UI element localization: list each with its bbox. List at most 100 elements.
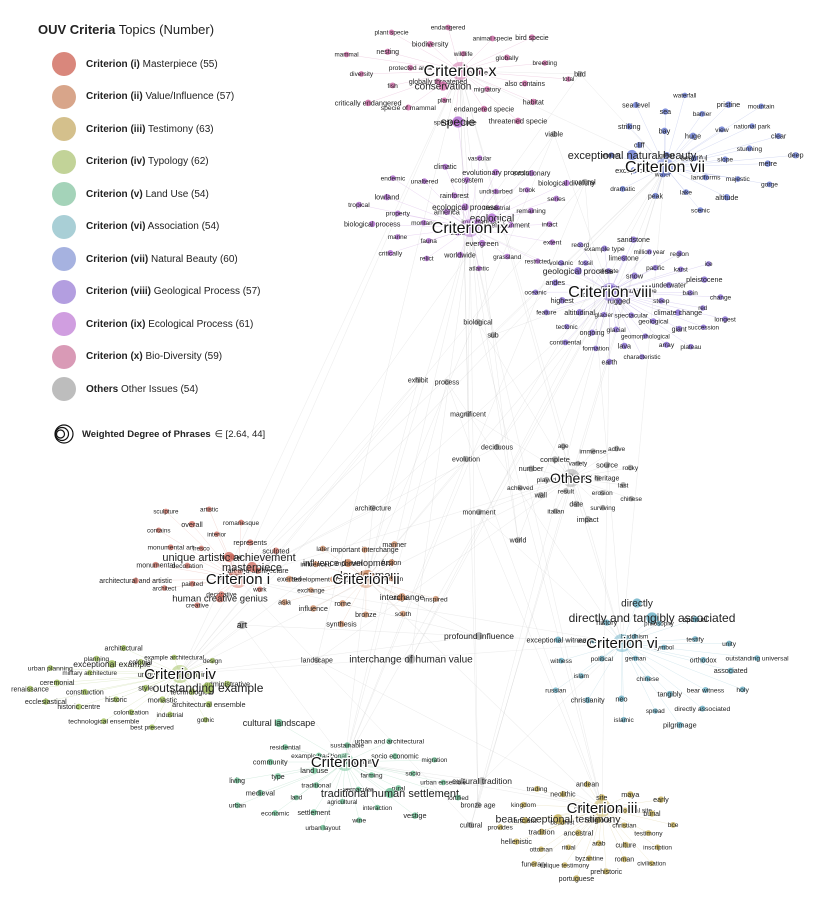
phrase-dot [630,167,638,174]
edge [344,761,444,783]
phrase-dot [661,644,667,651]
phrase-node: cultural landscape [243,718,316,728]
phrase-label: altitudinal [564,308,595,317]
bridge-edge [410,291,611,660]
phrase-dot [553,195,560,202]
phrase-dot [189,580,196,587]
hub-dot [357,570,375,588]
phrase-label: geological [638,319,669,326]
phrase-node: world heritage [575,475,619,483]
bridge-edge [459,70,479,323]
hub-edge [237,70,461,580]
phrase-label: vascular [468,155,491,162]
phrase-node: outstanding universal [725,655,789,663]
phrase-node: german [625,656,647,663]
bridge-edge [584,181,623,644]
phrase-node: spiritual [683,616,708,624]
phrase-dot [527,465,535,472]
phrase-dot [542,60,548,66]
phrase-dot [356,817,363,824]
phrase-dot [475,508,483,516]
phrase-label: architecture [355,505,392,512]
phrase-dot [364,99,372,107]
phrase-node: pristine [717,100,741,109]
bridge-edge [477,321,603,809]
phrase-node: architectural ensemble [172,700,245,709]
phrase-label: specie [441,115,476,129]
phrase-node: altitudinal [564,308,595,317]
phrase-dot [549,239,556,246]
edge [344,761,391,794]
phrase-dot [558,259,565,266]
phrase-label: evolutionary [513,171,551,178]
phrase-label: evolution [452,456,480,463]
edge [609,291,704,328]
phrase-dot [584,696,591,704]
phrase-dot [246,539,254,546]
phrase-label: limestone [609,256,639,263]
edge [664,166,738,180]
phrase-label: ice [705,261,713,268]
phrase-node: karst [674,266,688,274]
phrase-node: glacial [607,326,626,334]
hub-edge [601,291,611,809]
phrase-dot [388,29,395,36]
phrase-label: decoration [172,563,204,570]
phrase-label: migratory [474,86,502,93]
phrase-label: bear witness [687,687,725,694]
edge [558,639,623,644]
phrase-label: pleistocene [686,275,722,284]
edge [664,104,729,168]
edge [164,578,239,589]
edge [621,623,660,644]
phrase-dot [598,655,605,662]
phrase-dot [676,250,683,257]
phrase-label: immense [579,449,606,456]
legend-item-topic: Testimony (63) [145,123,214,135]
phrase-node: stunning [737,145,762,153]
phrase-label: greek [574,804,592,812]
phrase-node: burial [643,810,661,818]
edge [179,673,193,692]
phrase-node: best preserved [130,724,174,732]
phrase-node: fortified [447,794,469,802]
phrase-label: region [670,251,689,258]
phrase-node: living [229,777,245,785]
phrase-label: dramatic [610,186,636,193]
phrase-label: fossil [578,260,593,267]
hub-edge [237,578,623,644]
edge [459,70,485,110]
phrase-node: urban and architectural [355,738,425,746]
phrase-node: funerary [522,860,547,868]
phrase-dot [646,612,658,624]
phrase-node: biological [463,318,493,326]
phrase-node: interchange of human value [349,654,473,666]
phrase-node: huge [685,132,701,141]
phrase-label: neo [615,694,627,703]
edge [601,807,607,872]
phrase-label: diversity [350,71,374,78]
phrase-node: evolutionary [513,170,551,178]
phrase-label: settlement [297,809,330,817]
phrase-dot [225,572,233,579]
phrase-label: exhibit [408,377,428,384]
phrase-label: kingdom [511,802,536,809]
phrase-label: exchange [297,587,325,594]
phrase-node: represents [233,539,267,547]
phrase-node: civilisation [637,861,666,868]
phrase-node: maya [621,790,640,799]
phrase-dot [562,488,569,495]
phrase-dot [700,305,706,311]
phrase-node: ritual [562,844,576,851]
phrase-node: ocean [601,284,620,292]
edge [562,445,572,479]
phrase-node: wine [351,817,366,825]
bridge-edge [179,635,480,675]
phrase-node: interchange [380,592,425,602]
edge [664,154,796,168]
edge [609,291,654,322]
phrase-label: exerted [277,575,302,584]
phrase-label: symbol [654,645,674,652]
phrase-dot [274,773,282,780]
phrase-node: geomorphological [621,333,670,340]
